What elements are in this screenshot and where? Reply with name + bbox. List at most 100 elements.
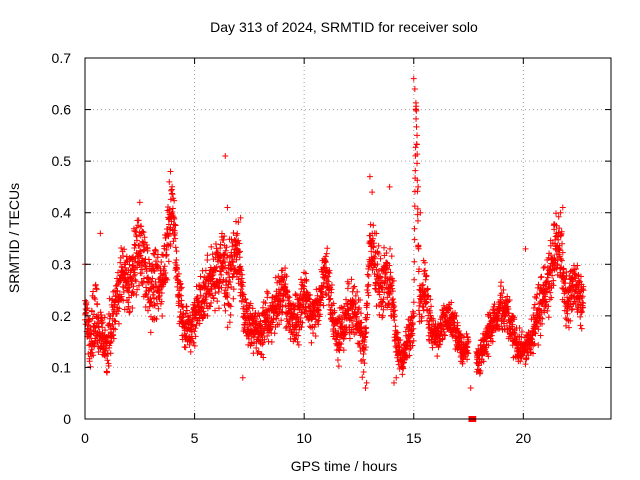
data-point: [150, 267, 157, 274]
data-point: [386, 183, 393, 190]
data-point: [228, 236, 235, 243]
data-point: [322, 259, 329, 266]
data-point: [217, 241, 224, 248]
data-point: [104, 357, 111, 364]
data-point: [367, 221, 374, 228]
data-point: [247, 300, 254, 307]
data-point: [158, 290, 165, 297]
data-point: [264, 332, 271, 339]
data-point: [226, 319, 233, 326]
data-point: [254, 349, 261, 356]
data-point: [222, 247, 229, 254]
data-point: [190, 339, 197, 346]
data-point: [345, 280, 352, 287]
data-point: [377, 255, 384, 262]
data-point: [384, 266, 391, 273]
data-point: [162, 270, 169, 277]
data-point: [373, 230, 380, 237]
data-point: [299, 319, 306, 326]
y-tick-label: 0.4: [52, 205, 72, 221]
data-point: [224, 324, 231, 331]
data-point: [150, 294, 157, 301]
data-point: [236, 254, 243, 261]
data-point: [132, 228, 139, 235]
data-point: [86, 358, 93, 365]
x-tick-label: 10: [296, 430, 312, 446]
data-point: [243, 299, 250, 306]
data-point: [259, 304, 266, 311]
data-point: [103, 369, 110, 376]
data-point: [138, 223, 145, 230]
data-point: [411, 276, 418, 283]
data-point: [215, 249, 222, 256]
data-point: [387, 245, 394, 252]
data-point: [326, 270, 333, 277]
data-point: [365, 292, 372, 299]
data-point: [361, 346, 368, 353]
data-point: [209, 251, 216, 258]
data-point: [171, 197, 178, 204]
data-point: [541, 263, 548, 270]
data-point: [227, 279, 234, 286]
data-point: [178, 284, 185, 291]
data-point: [354, 320, 361, 327]
data-point: [137, 248, 144, 255]
data-point: [222, 307, 229, 314]
data-point: [364, 311, 371, 318]
data-point: [319, 284, 326, 291]
data-point: [369, 189, 376, 196]
data-point: [371, 240, 378, 247]
data-point: [260, 354, 267, 361]
data-point: [229, 258, 236, 265]
data-point: [390, 299, 397, 306]
data-point: [98, 320, 105, 327]
data-point: [363, 329, 370, 336]
data-point: [574, 262, 581, 269]
data-point: [192, 333, 199, 340]
data-point: [222, 264, 229, 271]
data-point: [236, 248, 243, 255]
data-point: [379, 312, 386, 319]
data-point: [117, 259, 124, 266]
data-point: [265, 290, 272, 297]
data-point: [282, 281, 289, 288]
data-point: [152, 247, 159, 254]
data-point: [242, 296, 249, 303]
data-point: [411, 225, 418, 232]
data-point: [356, 304, 363, 311]
data-point: [420, 281, 427, 288]
data-point: [133, 291, 140, 298]
data-point: [139, 228, 146, 235]
data-point: [360, 351, 367, 358]
data-point: [153, 315, 160, 322]
data-point: [418, 313, 425, 320]
data-point: [102, 327, 109, 334]
data-point: [375, 288, 382, 295]
data-point: [199, 305, 206, 312]
data-point: [414, 132, 421, 139]
data-point: [130, 283, 137, 290]
y-tick-label: 0.2: [52, 308, 72, 324]
data-point: [351, 283, 358, 290]
data-point: [346, 335, 353, 342]
data-point: [393, 374, 400, 381]
data-point: [411, 85, 418, 92]
data-point: [282, 325, 289, 331]
data-point: [224, 284, 231, 291]
data-point: [123, 253, 130, 260]
data-point: [98, 311, 105, 318]
data-point: [407, 339, 414, 346]
data-point: [169, 191, 176, 198]
data-point: [379, 299, 386, 306]
data-point: [362, 344, 369, 351]
data-point: [295, 332, 302, 339]
x-tick-label: 15: [406, 430, 422, 446]
data-point: [392, 323, 399, 330]
data-point: [126, 261, 133, 268]
data-point: [208, 299, 215, 306]
data-point: [301, 283, 308, 290]
data-point: [384, 304, 391, 311]
data-point: [246, 321, 253, 328]
data-points: [82, 75, 587, 422]
data-point: [285, 297, 292, 304]
